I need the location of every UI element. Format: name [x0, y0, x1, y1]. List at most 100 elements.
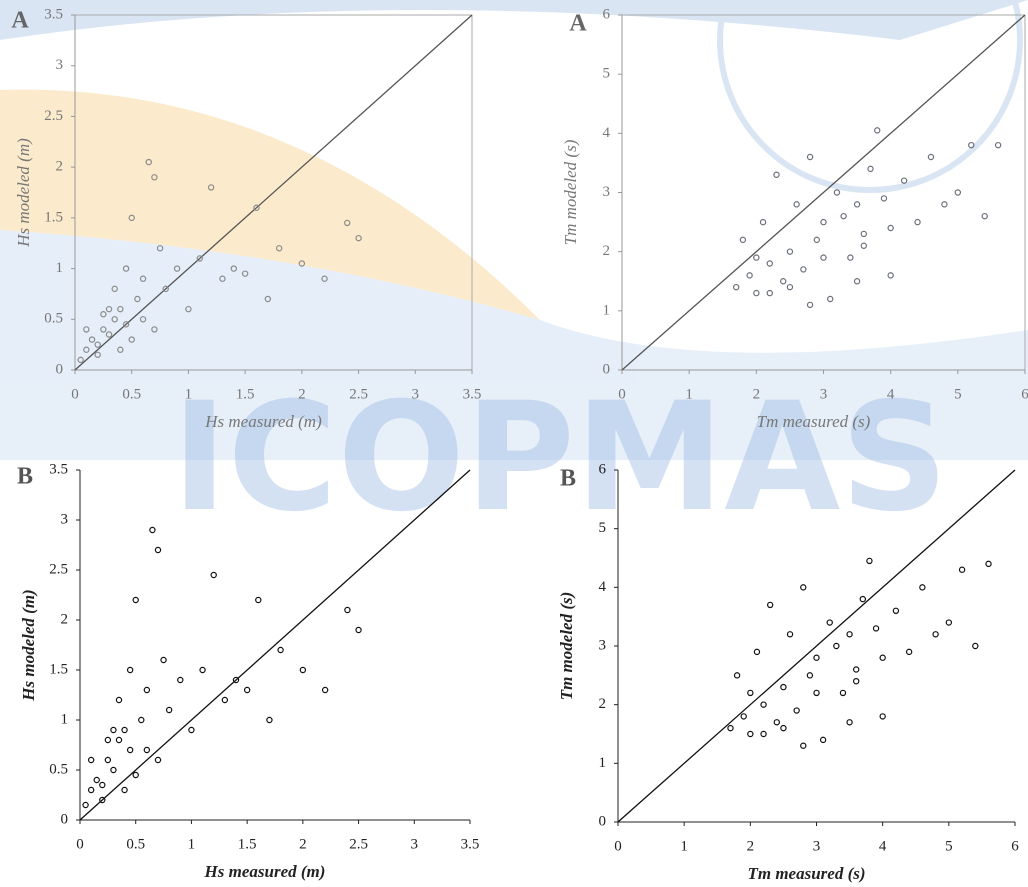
x-tick-label: 0: [76, 836, 84, 852]
scatter-point: [786, 248, 794, 255]
scatter-point: [199, 666, 206, 674]
scatter-point: [255, 596, 262, 604]
scatter-point: [786, 283, 794, 291]
scatter-point: [94, 341, 101, 348]
scatter-point: [241, 270, 249, 277]
scatter-point: [746, 272, 753, 279]
x-tick-label: 4: [879, 838, 887, 854]
scatter-point: [879, 713, 886, 720]
scatter-point: [846, 719, 853, 726]
scatter-point: [154, 756, 162, 764]
scatter-point: [100, 311, 107, 318]
scatter-point: [156, 245, 164, 252]
scatter-point: [766, 601, 774, 609]
x-tick-label: 6: [1021, 386, 1028, 402]
one-to-one-line: [621, 14, 1026, 371]
scatter-point: [753, 254, 760, 261]
x-tick-label: 0: [614, 838, 622, 854]
x-tick-label: 2.5: [349, 836, 368, 852]
scatter-point: [892, 607, 900, 615]
watermark-text: ICOPMAS: [172, 371, 949, 545]
scatter-point: [230, 265, 237, 272]
scatter-point: [919, 584, 926, 591]
panel: 0 0.5 1 1.5 2 2.5 3 3.5 0 0.5 1 1.5 2 2.5 3 3.5 Hs measu…: [17, 461, 479, 880]
scatter-point: [833, 189, 841, 196]
scatter-point: [139, 275, 147, 282]
scatter-point: [806, 672, 814, 679]
watermark-shapes: [0, 0, 1028, 460]
scatter-point: [138, 716, 145, 724]
scatter-point: [727, 724, 734, 732]
y-tick-label: 1: [56, 260, 64, 276]
scatter-point: [111, 316, 118, 323]
scatter-point: [793, 201, 800, 208]
x-tick-label: 3.5: [463, 386, 482, 402]
y-tick-label: 0.5: [44, 311, 63, 327]
y-tick-label: 4: [599, 579, 607, 595]
scatter-point: [820, 254, 827, 261]
scatter-point: [853, 278, 861, 285]
scatter-point: [143, 686, 151, 694]
scatter-point: [759, 218, 767, 226]
scatter-point: [165, 706, 173, 714]
scatter-point: [800, 584, 807, 591]
scatter-point: [210, 571, 217, 579]
scatter-point: [160, 656, 167, 664]
scatter-point: [853, 201, 861, 208]
scatter-point: [321, 686, 329, 694]
scatter-point: [827, 295, 834, 303]
scatter-point: [927, 153, 935, 161]
scatter-point: [847, 254, 854, 261]
y-tick-label: 2: [56, 159, 64, 175]
scatter-point: [128, 336, 135, 343]
scatter-point: [122, 321, 130, 328]
scatter-point: [243, 686, 251, 694]
scatter-point: [82, 801, 89, 809]
scatter-point: [126, 746, 134, 754]
scatter-point: [867, 165, 874, 173]
scatter-point: [264, 295, 272, 303]
panel-label: B: [17, 464, 33, 490]
panel-label: A: [11, 8, 29, 34]
scatter-point: [115, 736, 123, 744]
y-tick-label: 4: [603, 125, 611, 141]
panel-label: A: [569, 11, 587, 37]
scatter-point: [104, 756, 112, 764]
y-tick-label: 1: [603, 302, 611, 318]
scatter-point: [77, 356, 84, 364]
scatter-point: [866, 557, 873, 565]
scatter-point: [105, 305, 113, 313]
scatter-point: [994, 141, 1002, 149]
scatter-point: [880, 195, 888, 202]
panel: 0 1 2 3 4 5 6 0 1 2 3 4 5 6 Tm measured (s) Tm modeled …: [561, 6, 1028, 430]
scatter-point: [853, 666, 860, 673]
y-tick-label: 6: [603, 6, 611, 22]
scatter-point: [188, 726, 195, 734]
x-tick-label: 1.5: [238, 836, 257, 852]
y-tick-label: 2.5: [44, 108, 63, 124]
scatter-point: [972, 642, 979, 650]
scatter-point: [739, 236, 747, 244]
scatter-point: [355, 626, 362, 634]
scatter-point: [177, 676, 184, 684]
scatter-point: [747, 730, 754, 738]
y-tick-label: 3: [603, 184, 611, 200]
y-tick-label: 1.5: [49, 661, 68, 677]
scatter-point: [321, 275, 328, 282]
scatter-point: [344, 219, 351, 227]
scatter-point: [219, 275, 226, 282]
scatter-point: [860, 230, 868, 238]
y-tick-label: 0.5: [49, 761, 68, 777]
scatter-point: [115, 696, 123, 704]
scatter-point: [111, 285, 118, 293]
scatter-point: [945, 619, 953, 626]
x-axis-title: Tm measured (s): [757, 412, 871, 431]
x-tick-label: 0: [71, 386, 79, 402]
x-tick-label: 2: [747, 838, 755, 854]
x-tick-label: 2: [298, 386, 306, 402]
scatter-point: [253, 204, 260, 211]
scatter-point: [733, 672, 741, 679]
x-tick-label: 0.5: [122, 386, 141, 402]
y-tick-label: 0: [61, 811, 69, 827]
scatter-point: [905, 648, 913, 656]
